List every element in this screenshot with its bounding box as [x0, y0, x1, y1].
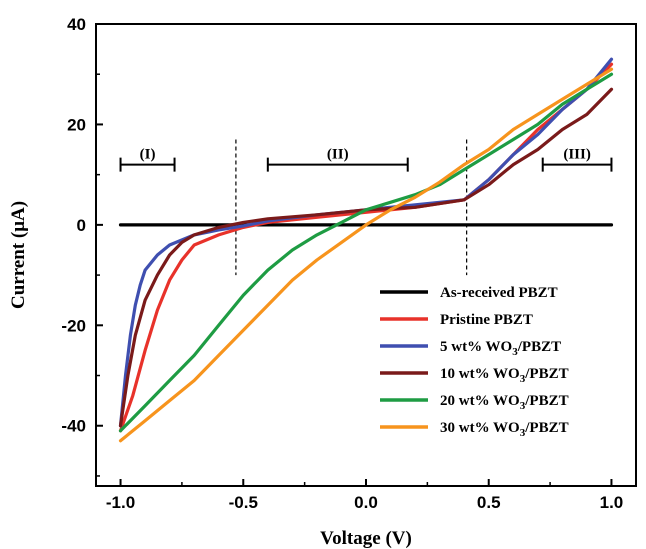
series-line-6 — [118, 67, 614, 443]
legend-label-2: Pristine PBZT — [440, 312, 533, 328]
legend-label-6: 30 wt% WO3/PBZT — [440, 420, 569, 439]
y-tick-label-4: -20 — [61, 316, 86, 335]
region-bracket-1 — [119, 157, 176, 172]
series-line-2 — [118, 62, 614, 433]
y-tick-label-2: 20 — [67, 115, 86, 134]
y-tick-label-1: 40 — [67, 15, 86, 34]
series-line-5 — [118, 72, 614, 433]
x-tick-label-3: 0.0 — [354, 493, 378, 512]
plot-frame — [95, 23, 637, 487]
y-axis-title: Current (μA) — [8, 201, 29, 309]
series-line-4 — [118, 87, 614, 428]
series-line-3 — [118, 57, 614, 428]
y-tick-label-3: 0 — [77, 216, 86, 235]
x-tick-label-5: 1.0 — [600, 493, 624, 512]
y-tick-label-5: -40 — [61, 417, 86, 436]
legend-label-1: As-received PBZT — [440, 285, 558, 301]
region-label-1: (I) — [140, 147, 156, 163]
region-label-2: (II) — [327, 147, 349, 163]
legend-label-4: 10 wt% WO3/PBZT — [440, 366, 569, 385]
x-tick-label-2: -0.5 — [229, 493, 258, 512]
legend-label-3: 5 wt% WO3/PBZT — [440, 339, 561, 358]
region-bracket-2 — [266, 157, 409, 172]
x-axis-title: Voltage (V) — [320, 528, 412, 549]
legend-label-5: 20 wt% WO3/PBZT — [440, 393, 569, 412]
x-tick-label-4: 0.5 — [477, 493, 501, 512]
region-bracket-3 — [541, 157, 613, 172]
region-label-3: (III) — [563, 147, 591, 163]
x-tick-label-1: -1.0 — [106, 493, 135, 512]
